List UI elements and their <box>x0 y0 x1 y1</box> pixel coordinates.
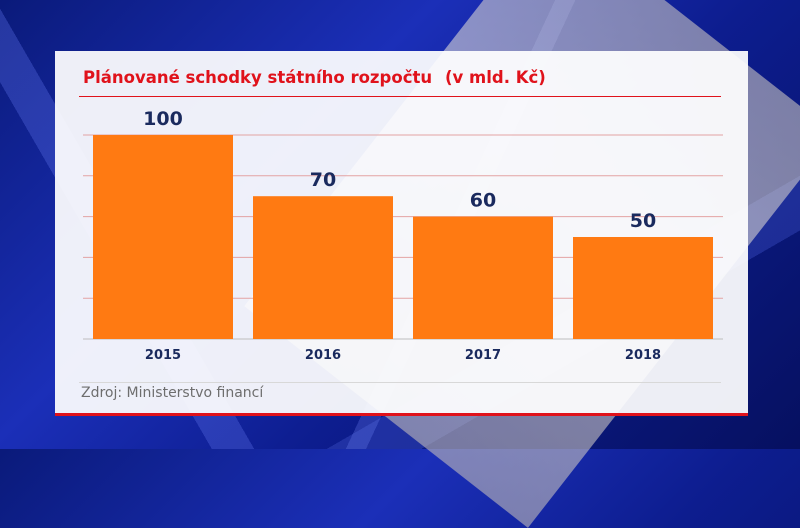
x-tick-label-2015: 2015 <box>145 348 181 363</box>
x-tick-label-2016: 2016 <box>305 348 341 363</box>
bar-2016 <box>253 196 393 339</box>
chart-unit-label: (v mld. Kč) <box>445 68 546 87</box>
bar-2015 <box>93 135 233 339</box>
source-divider <box>79 382 721 383</box>
chart-title: Plánované schodky státního rozpočtu <box>83 68 433 87</box>
chart-panel: Plánované schodky státního rozpočtu (v m… <box>55 51 748 416</box>
data-label-2016: 70 <box>310 169 336 191</box>
title-divider <box>79 96 721 97</box>
data-label-2018: 50 <box>630 210 656 232</box>
x-tick-label-2018: 2018 <box>625 348 661 363</box>
bar-2018 <box>573 237 713 339</box>
bar-chart: 100 2015 70 2016 60 2017 50 2018 <box>83 108 723 363</box>
x-tick-label-2017: 2017 <box>465 348 501 363</box>
bar-2017 <box>413 216 553 339</box>
data-label-2015: 100 <box>143 108 183 130</box>
source-text: Zdroj: Ministerstvo financí <box>81 385 264 401</box>
data-label-2017: 60 <box>470 190 496 212</box>
